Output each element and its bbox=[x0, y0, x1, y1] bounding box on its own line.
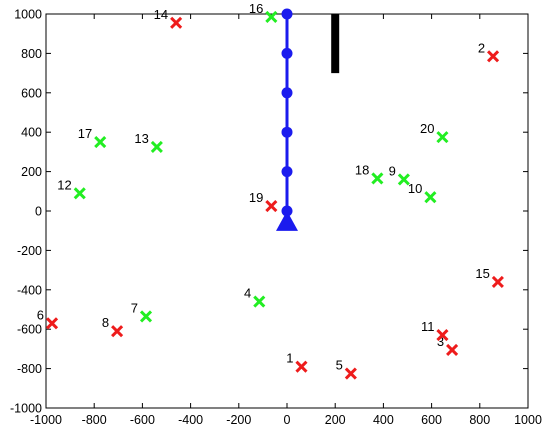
y-tick-label: -600 bbox=[17, 323, 42, 337]
x-stroke bbox=[73, 187, 86, 200]
x-stroke bbox=[170, 16, 183, 29]
axes: -1000 -800 -600 -400 -200 0 200 400 600 800 100010… bbox=[10, 8, 542, 428]
x-tick-label: -200 bbox=[226, 413, 251, 427]
point-label: 18 bbox=[355, 162, 369, 177]
point-marker-red bbox=[111, 325, 124, 338]
x-stroke bbox=[436, 131, 449, 144]
point-marker-green bbox=[139, 310, 153, 323]
point-label: 14 bbox=[154, 7, 168, 22]
x-stroke bbox=[371, 172, 384, 185]
point-marker-red bbox=[45, 317, 59, 330]
y-tick-label: 800 bbox=[21, 47, 42, 61]
point-label: 15 bbox=[475, 266, 489, 281]
y-tick-label: 200 bbox=[21, 165, 42, 179]
x-stroke bbox=[424, 191, 437, 204]
point-label: 4 bbox=[244, 286, 251, 301]
x-tick-label: -600 bbox=[130, 413, 155, 427]
x-stroke bbox=[486, 50, 500, 63]
y-tick-label: 400 bbox=[21, 126, 42, 140]
x-stroke bbox=[344, 367, 357, 380]
point-label: 19 bbox=[249, 190, 263, 205]
x-tick-label: 800 bbox=[469, 413, 490, 427]
point-label: 12 bbox=[57, 177, 71, 192]
point-label: 7 bbox=[131, 300, 138, 315]
path-node bbox=[281, 126, 293, 138]
point-label: 1 bbox=[286, 351, 293, 366]
point-label: 17 bbox=[78, 126, 92, 141]
x-tick-label: 600 bbox=[421, 413, 442, 427]
point-marker-green bbox=[150, 140, 163, 154]
point-marker-red bbox=[170, 16, 183, 29]
point-marker-red bbox=[344, 367, 357, 380]
point-marker-red bbox=[436, 329, 449, 342]
point-marker-red bbox=[295, 360, 308, 373]
y-tick-label: 600 bbox=[21, 86, 42, 100]
point-marker-green bbox=[253, 295, 266, 308]
path-node bbox=[281, 166, 293, 178]
point-marker-red bbox=[491, 275, 504, 288]
x-stroke bbox=[265, 200, 278, 213]
point-label: 9 bbox=[389, 163, 396, 178]
x-tick-label: 1000 bbox=[514, 413, 542, 427]
start-triangle bbox=[276, 210, 298, 231]
x-stroke bbox=[491, 275, 504, 288]
point-marker-green bbox=[94, 135, 107, 149]
x-tick-label: 200 bbox=[325, 413, 346, 427]
x-stroke bbox=[436, 329, 449, 342]
x-tick-label: 400 bbox=[373, 413, 394, 427]
point-label: 10 bbox=[408, 181, 422, 196]
point-marker-green bbox=[424, 191, 437, 204]
y-tick-label: -400 bbox=[17, 283, 42, 297]
path-layer bbox=[276, 8, 298, 231]
point-label: 3 bbox=[437, 334, 444, 349]
path-node bbox=[281, 47, 293, 59]
x-tick-label: 0 bbox=[284, 413, 291, 427]
point-label: 2 bbox=[478, 40, 485, 55]
point-marker-green bbox=[436, 131, 449, 144]
point-label: 5 bbox=[336, 358, 343, 373]
x-stroke bbox=[253, 295, 266, 308]
point-marker-green bbox=[397, 173, 410, 186]
x-stroke bbox=[139, 310, 153, 323]
y-tick-label: -1000 bbox=[10, 402, 42, 416]
x-tick-label: -400 bbox=[178, 413, 203, 427]
y-tick-label: 1000 bbox=[14, 8, 42, 22]
x-stroke bbox=[397, 173, 410, 186]
point-marker-green bbox=[265, 10, 278, 24]
point-marker-red bbox=[265, 200, 278, 213]
point-label: 20 bbox=[420, 121, 434, 136]
y-tick-label: 0 bbox=[35, 205, 42, 219]
y-tick-label: -200 bbox=[17, 244, 42, 258]
point-label: 16 bbox=[249, 1, 263, 16]
y-tick-label: -800 bbox=[17, 362, 42, 376]
x-stroke bbox=[94, 135, 107, 149]
point-label: 11 bbox=[421, 319, 435, 334]
path-node bbox=[281, 8, 293, 20]
point-marker-red bbox=[486, 50, 500, 63]
x-stroke bbox=[150, 140, 163, 154]
x-stroke bbox=[295, 360, 308, 373]
point-marker-green bbox=[371, 172, 384, 185]
x-stroke bbox=[265, 10, 278, 24]
x-stroke bbox=[446, 343, 459, 356]
point-marker-green bbox=[73, 187, 86, 200]
x-tick-label: -1000 bbox=[30, 413, 62, 427]
point-label: 8 bbox=[102, 315, 109, 330]
x-tick-label: -800 bbox=[82, 413, 107, 427]
point-marker-red bbox=[446, 343, 459, 356]
point-label: 6 bbox=[37, 307, 44, 322]
x-stroke bbox=[45, 317, 59, 330]
point-label: 13 bbox=[134, 131, 148, 146]
x-stroke bbox=[111, 325, 124, 338]
path-node bbox=[281, 87, 293, 99]
